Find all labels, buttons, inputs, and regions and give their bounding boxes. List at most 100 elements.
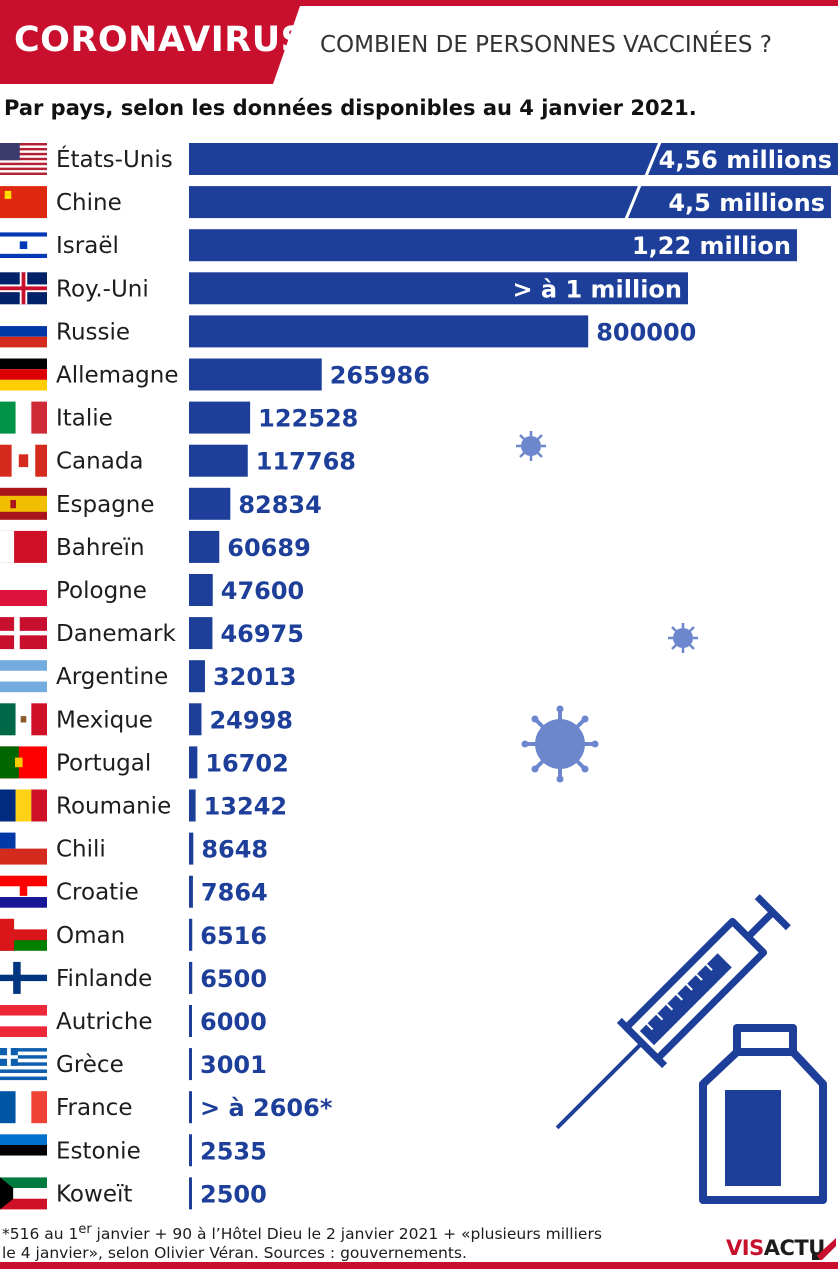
data-label: 800000 [596, 318, 696, 346]
data-label: 16702 [205, 749, 288, 777]
data-label: 60689 [227, 534, 311, 562]
category-label: Canada [56, 449, 144, 475]
footer-bottom-rule [0, 1262, 838, 1269]
footnote-line1-prefix: *516 au 1 [2, 1225, 79, 1244]
category-label: Bahreïn [56, 535, 145, 561]
bar [189, 487, 231, 520]
bar [189, 186, 831, 219]
flag-icon [0, 315, 47, 348]
data-label: 4,56 millions [659, 146, 832, 174]
data-label: 46975 [220, 620, 304, 648]
category-label: Italie [56, 406, 113, 432]
logo-part1: VIS [726, 1236, 764, 1260]
logo-mark-icon [812, 1238, 836, 1260]
header-question: COMBIEN DE PERSONNES VACCINÉES ? [320, 32, 772, 58]
vaccine-vial-icon [699, 1024, 827, 1204]
virus-icon [668, 623, 698, 653]
flag-icon [0, 272, 47, 305]
visactu-logo: VISACTU [726, 1236, 825, 1260]
flag-icon [0, 1091, 47, 1124]
bar [189, 617, 213, 650]
flag-icon [0, 143, 47, 175]
bar [189, 832, 194, 865]
bar [189, 789, 196, 822]
flag-icon [0, 401, 47, 434]
flag-icon [0, 961, 47, 994]
bar [189, 961, 193, 994]
bar-break-mark [644, 141, 662, 177]
bar [189, 358, 322, 391]
bar [189, 875, 193, 908]
data-label: 82834 [238, 491, 322, 519]
category-label: Israël [56, 233, 119, 259]
bar [189, 444, 248, 477]
flag-icon [0, 746, 47, 779]
bar [189, 660, 205, 693]
category-label: Croatie [56, 880, 139, 906]
header-title-tab [0, 6, 300, 84]
data-label: 32013 [213, 663, 297, 691]
category-label: Koweït [56, 1181, 132, 1207]
flag-icon [0, 1048, 47, 1081]
flag-icon [0, 660, 47, 693]
footnote-line1-suffix: janvier + 90 à l’Hôtel Dieu le 2 janvier… [91, 1225, 602, 1244]
category-label: Oman [56, 923, 125, 949]
bar [189, 1048, 192, 1081]
flag-icon [0, 832, 47, 865]
data-label: 4,5 millions [668, 189, 825, 217]
flag-icon [0, 229, 47, 262]
bar [189, 229, 797, 262]
data-label: 6500 [200, 965, 267, 993]
flag-icon [0, 1005, 47, 1037]
data-label: 265986 [330, 362, 430, 390]
category-label: États-Unis [56, 145, 173, 173]
category-label: Chili [56, 837, 106, 863]
data-label: 13242 [204, 793, 288, 821]
bar [189, 1134, 192, 1167]
bar-break-mark [624, 184, 642, 220]
data-label: 47600 [221, 577, 304, 605]
flag-icon [0, 1134, 47, 1167]
category-label: Argentine [56, 664, 168, 690]
flag-icon [0, 1177, 47, 1210]
flag-icon [0, 487, 47, 520]
data-label: 6000 [200, 1008, 267, 1036]
data-label: 117768 [256, 448, 356, 476]
footnote: *516 au 1er janvier + 90 à l’Hôtel Dieu … [2, 1220, 702, 1263]
virus-icon [516, 431, 546, 461]
data-label: > à 1 million [512, 275, 682, 303]
category-label: Estonie [56, 1138, 141, 1164]
data-label: 2500 [200, 1180, 267, 1208]
footnote-superscript: er [78, 1222, 92, 1237]
flag-icon [0, 186, 47, 219]
category-label: France [56, 1095, 132, 1121]
data-label: 122528 [258, 405, 358, 433]
category-label: Finlande [56, 966, 152, 992]
data-label: 1,22 million [632, 232, 791, 260]
flag-icon [0, 358, 47, 391]
chart-subtitle: Par pays, selon les données disponibles … [4, 96, 697, 120]
flag-icon [0, 530, 47, 563]
page-title: CORONAVIRUS [14, 20, 307, 60]
bar [189, 703, 202, 736]
data-label: 3001 [200, 1051, 267, 1079]
flag-icon [0, 703, 47, 736]
category-label: Pologne [56, 578, 147, 604]
syringe-icon [555, 894, 791, 1130]
bar [189, 530, 220, 563]
virus-icon [521, 705, 599, 783]
data-label: 8648 [201, 836, 268, 864]
category-label: Grèce [56, 1052, 124, 1078]
category-label: Chine [56, 190, 122, 216]
data-label: 2535 [200, 1137, 267, 1165]
category-label: Allemagne [56, 363, 179, 389]
category-label: Portugal [56, 750, 151, 776]
footnote-line2: le 4 janvier», selon Olivier Véran. Sour… [2, 1244, 467, 1263]
bar [189, 401, 251, 434]
category-label: Roumanie [56, 794, 171, 820]
category-label: Autriche [56, 1009, 153, 1035]
flag-icon [0, 574, 47, 606]
bar [189, 315, 589, 348]
data-label: 24998 [209, 706, 293, 734]
